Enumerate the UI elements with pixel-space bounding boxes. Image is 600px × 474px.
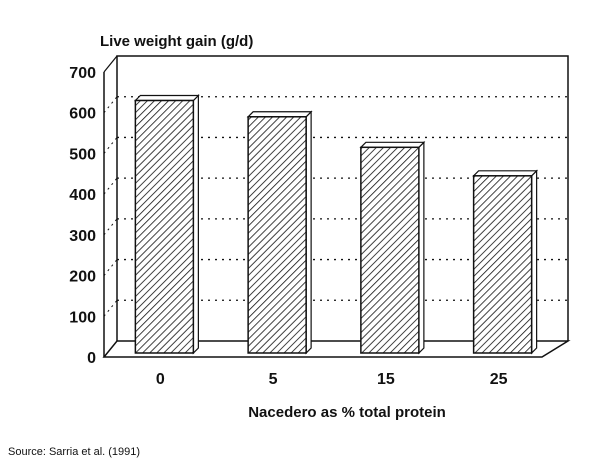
floor <box>102 340 571 358</box>
gridline-side <box>103 259 118 276</box>
wall-edge <box>103 55 118 73</box>
bar <box>360 146 420 354</box>
bar <box>472 175 533 354</box>
y-tick-label: 300 <box>69 228 96 245</box>
y-tick-label: 700 <box>69 65 96 82</box>
x-tick-label: 0 <box>156 371 165 388</box>
bar <box>134 99 195 354</box>
bar <box>247 116 307 354</box>
y-axis-title: Live weight gain (g/d) <box>100 33 253 50</box>
gridline-side <box>103 299 118 317</box>
source-note: Source: Sarria et al. (1991) <box>8 446 140 458</box>
y-tick-label: 600 <box>69 106 96 123</box>
y-tick-label: 200 <box>69 269 96 286</box>
gridline-side <box>103 218 118 236</box>
gridline-side <box>103 96 118 114</box>
gridline-side <box>103 177 118 195</box>
y-tick-label: 0 <box>87 350 96 367</box>
x-tick-label: 5 <box>269 371 278 388</box>
y-tick-label: 100 <box>69 309 96 326</box>
gridline-side <box>103 137 118 154</box>
back-wall <box>116 55 569 341</box>
x-axis-title: Nacedero as % total protein <box>248 404 446 421</box>
y-tick-label: 500 <box>69 146 96 163</box>
y-tick-label: 400 <box>69 187 96 204</box>
x-tick-label: 15 <box>377 371 395 388</box>
x-tick-label: 25 <box>490 371 508 388</box>
